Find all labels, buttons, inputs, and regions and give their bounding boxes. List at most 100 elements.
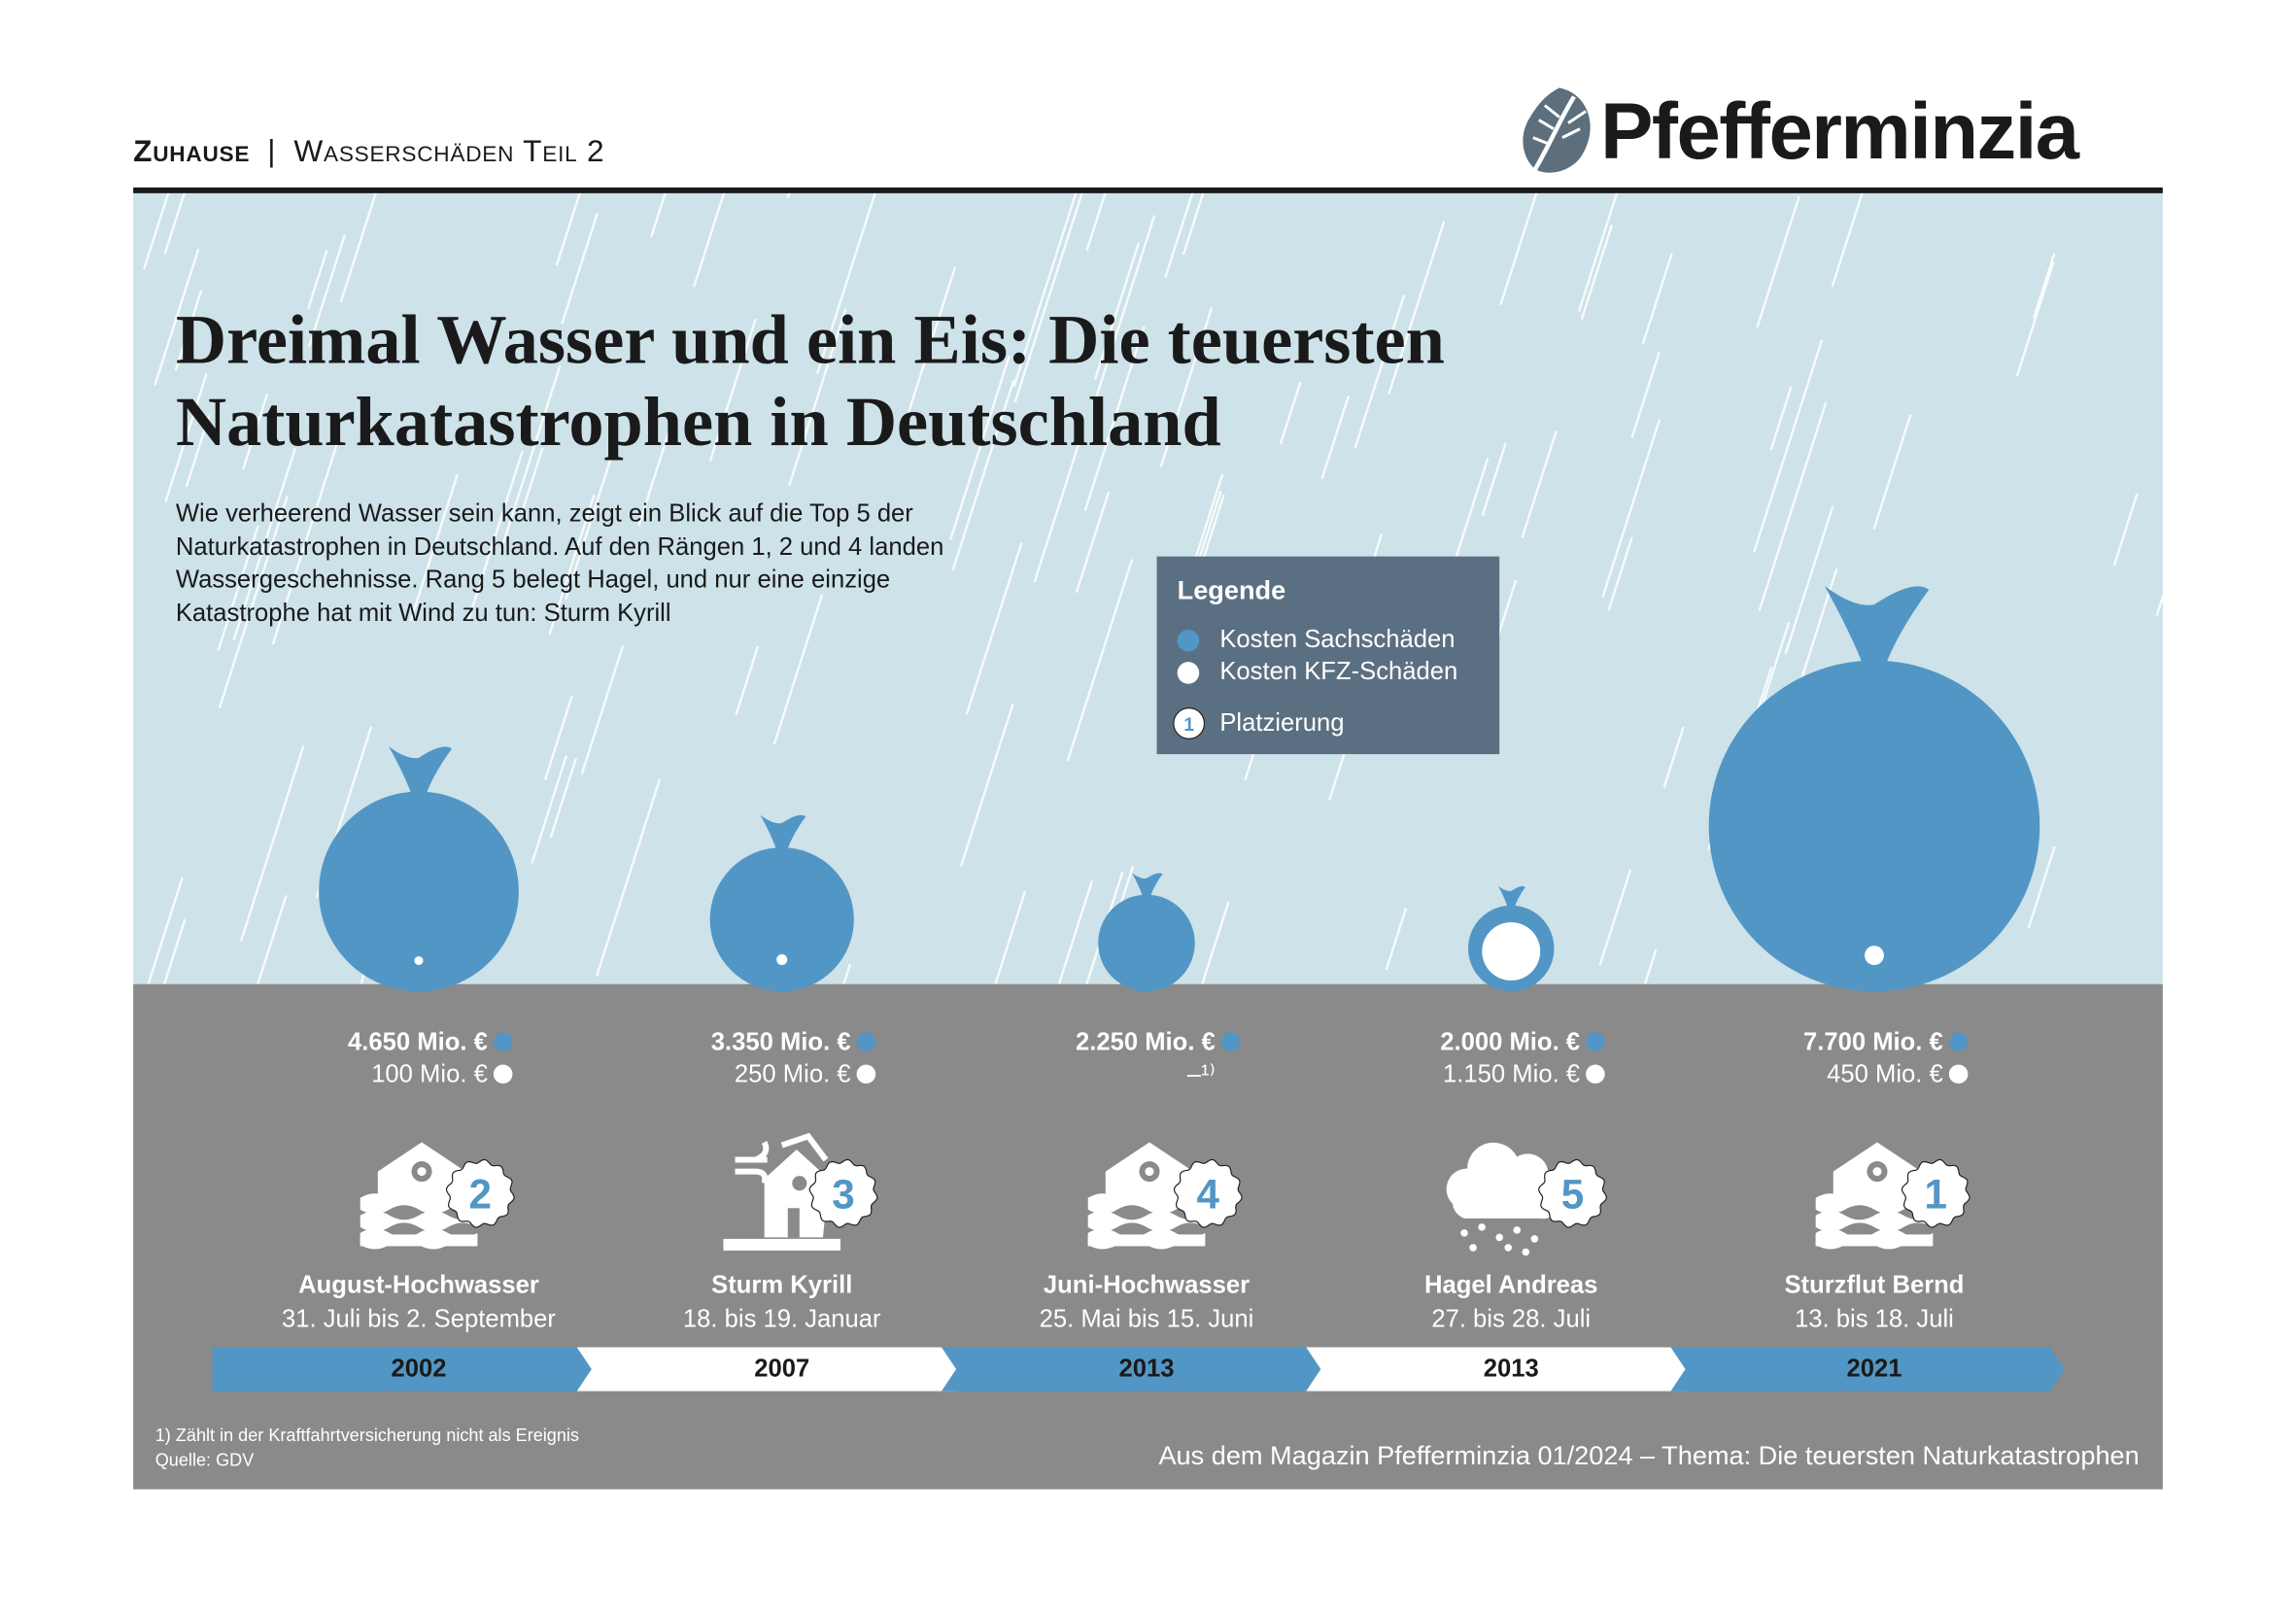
event-name: August-Hochwasser [298,1271,539,1299]
rain-line [1066,559,1134,762]
rank-badge-icon: 1 [1173,707,1206,739]
rain-line [561,212,600,325]
event-dates: 18. bis 19. Januar [682,1304,881,1333]
bag-knot [1824,586,1930,664]
rain-line [951,379,1015,571]
rain-line [772,594,824,745]
rain-line [1057,880,1094,984]
event-name: Sturzflut Bernd [1784,1271,1965,1299]
event-name: Hagel Andreas [1423,1271,1598,1299]
rain-line [239,744,305,942]
rain-line [521,447,544,513]
year-label: 2013 [1483,1354,1539,1383]
rain-line [1164,192,1194,279]
rain-line [549,757,577,839]
bag-knot [1132,873,1163,898]
legend-item-rank: 1 Platzierung [1172,705,1345,740]
year-label: 2013 [1118,1354,1175,1383]
rank-badge: 4 [1173,1158,1243,1228]
house-flood-icon [1815,1142,1934,1250]
rain-line [1182,192,1205,256]
rain-line [1201,901,1230,984]
rain-line [1075,491,1111,594]
legend-item-kfz: Kosten KFZ-Schäden [1177,658,1457,687]
topic-label: Wasserschäden Teil 2 [293,134,605,169]
rain-line [994,890,1027,984]
sach-cost-label: 7.700 Mio. € [1617,1028,1969,1057]
kfz-cost-label: 250 Mio. € [525,1060,876,1089]
kfz-cost-label: –¹⁾ [1186,1060,1216,1088]
rain-line [499,364,562,552]
rank-number: 2 [469,1171,492,1217]
rain-line [1598,869,1632,966]
rain-line [565,458,612,601]
kfz-bubble [1865,945,1884,966]
rain-line [147,876,184,984]
year-label: 2007 [754,1354,810,1383]
rain-line [217,525,259,652]
rain-line [1012,192,1078,388]
rain-line [1577,192,1619,313]
rain-line [1521,430,1558,538]
logo: Pfefferminzia [1516,85,2079,178]
timeline-segment [576,1347,972,1392]
bag-knot [760,814,806,851]
rank-badge: 3 [808,1158,878,1228]
sach-cost-label: 2.000 Mio. € [1253,1028,1605,1057]
rain-line [409,473,460,622]
leaf-logo-icon [1523,87,1591,174]
rain-line [693,192,726,288]
rain-line [788,308,847,487]
rain-line [596,778,662,977]
rain-line [1784,505,1834,655]
kfz-bubble [776,954,788,966]
rank-number: 4 [1197,1171,1220,1217]
rain-line [1643,948,1658,984]
rain-line [1033,436,1082,583]
rain-line [154,248,200,387]
rain-line [162,918,187,984]
legend-label: Kosten Sachschäden [1219,625,1456,654]
rain-line [1752,339,1824,553]
kfz-cost-label: 100 Mio. € [161,1060,513,1089]
damage-bag [319,746,519,992]
event-dates: 31. Juli bis 2. September [282,1304,556,1333]
bag-knot [389,746,452,795]
rain-line [308,234,347,347]
rain-line [580,645,625,774]
blue-dot-icon [1177,629,1200,651]
rain-line [339,192,377,303]
rain-line [1769,386,1793,451]
section-kicker: Zuhause | Wasserschäden Teil 2 [133,135,604,170]
rain-line [1481,442,1507,517]
legend-label: Platzierung [1219,708,1345,738]
rain-line [2112,493,2139,567]
sach-cost-label: 3.350 Mio. € [525,1028,876,1057]
rank-number: 1 [1925,1171,1947,1217]
rank-number: 3 [832,1171,854,1217]
rain-line [163,192,186,255]
rain-line [2015,261,2055,377]
timeline-segment [212,1347,606,1392]
rain-line [1388,221,1446,395]
rain-line [1662,726,1685,788]
rain-line [307,249,328,310]
rain-line [185,414,211,488]
rain-line [466,450,524,621]
event-name: Sturm Kyrill [711,1271,853,1299]
legend-title: Legende [1177,575,1286,605]
header-rule [133,187,2163,193]
event-dates: 25. Mai bis 15. Juni [1039,1304,1254,1333]
rain-line [1756,195,1800,328]
sach-bubble [1098,894,1195,992]
rain-line [1630,352,1661,439]
rain-line [1085,192,1107,252]
sach-cost-label: 4.650 Mio. € [161,1028,513,1057]
damage-bag [1467,885,1555,992]
rain-line [1159,307,1214,468]
rain-line [735,645,760,716]
logo-text: Pfefferminzia [1600,87,2079,176]
rain-line [1607,536,1633,611]
kfz-cost-label: 450 Mio. € [1617,1060,1969,1089]
